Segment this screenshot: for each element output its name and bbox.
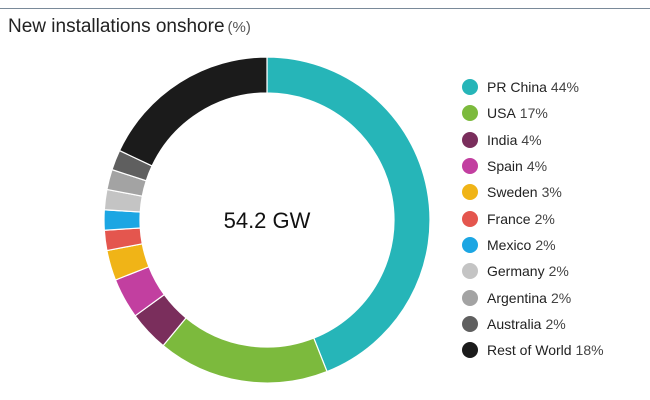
legend-label: India <box>487 131 518 148</box>
slice-pr-china <box>266 56 431 373</box>
legend-label: Rest of World <box>487 342 572 359</box>
donut-slices <box>103 56 431 384</box>
slice-rest-of-world <box>118 56 268 167</box>
legend-swatch <box>462 315 478 332</box>
legend-label: Germany <box>487 263 545 280</box>
top-rule <box>0 8 650 9</box>
donut-center-label: 54.2 GW <box>224 208 311 233</box>
legend-item-spain: Spain 4% <box>462 153 604 179</box>
chart-title-unit: (%) <box>227 19 251 36</box>
legend-value: 2% <box>534 210 555 227</box>
chart-title: New installations onshore (%) <box>8 16 251 38</box>
legend-label: Spain <box>487 158 523 175</box>
legend-item-india: India 4% <box>462 127 604 153</box>
legend-label: Argentina <box>487 289 547 306</box>
legend-swatch <box>462 79 478 96</box>
legend-value: 2% <box>550 289 572 306</box>
legend-swatch <box>462 263 478 280</box>
legend-swatch <box>462 105 478 122</box>
legend-item-france: France 2% <box>462 205 604 231</box>
legend-swatch <box>462 289 478 306</box>
legend-item-germany: Germany 2% <box>462 258 604 284</box>
legend-value: 17% <box>519 105 548 122</box>
legend-item-rest-of-world: Rest of World 18% <box>462 337 604 363</box>
legend-label: Mexico <box>487 236 532 253</box>
legend-value: 44% <box>550 79 579 96</box>
legend-item-australia: Australia 2% <box>462 311 604 337</box>
legend-label: USA <box>487 105 516 122</box>
legend-swatch <box>462 236 478 253</box>
legend-item-mexico: Mexico 2% <box>462 232 604 258</box>
legend-label: Sweden <box>487 184 538 201</box>
legend-item-sweden: Sweden 3% <box>462 179 604 205</box>
chart-title-text: New installations onshore <box>8 16 225 37</box>
slice-usa <box>162 317 328 384</box>
legend: PR China 44% USA 17% India 4% Spain 4% Sweden 3% F… <box>462 74 604 363</box>
slice-mexico <box>103 209 141 231</box>
legend-value: 3% <box>541 184 562 201</box>
legend-swatch <box>462 158 478 175</box>
legend-value: 18% <box>575 342 604 359</box>
legend-value: 4% <box>521 131 542 148</box>
legend-label: France <box>487 210 531 227</box>
legend-swatch <box>462 184 478 201</box>
legend-value: 4% <box>526 158 548 175</box>
legend-swatch <box>462 342 478 359</box>
legend-swatch <box>462 131 478 148</box>
legend-item-argentina: Argentina 2% <box>462 284 604 310</box>
legend-item-pr-china: PR China 44% <box>462 74 604 100</box>
legend-swatch <box>462 210 478 227</box>
legend-label: PR China <box>487 79 547 96</box>
legend-value: 2% <box>548 263 569 280</box>
legend-value: 2% <box>545 315 566 332</box>
legend-value: 2% <box>535 236 556 253</box>
legend-label: Australia <box>487 315 542 332</box>
legend-item-usa: USA 17% <box>462 100 604 126</box>
